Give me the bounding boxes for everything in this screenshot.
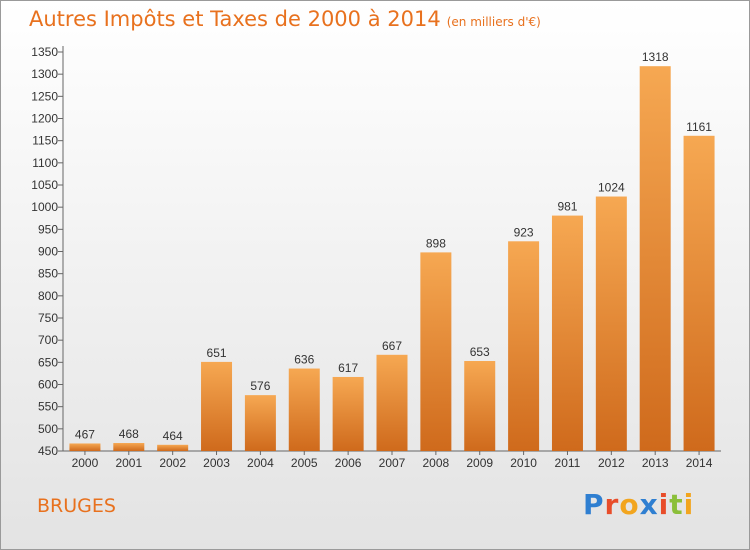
y-tick-label: 1150 [32,134,58,148]
logo-letter: i [658,488,670,521]
data-label-2007: 667 [382,339,402,353]
x-tick-label-2012: 2012 [598,456,625,470]
bar-2008 [420,252,452,451]
logo-letter: t [669,488,684,521]
data-label-2000: 467 [75,427,95,441]
bar-2003 [201,361,233,451]
y-tick-label: 1000 [31,200,58,214]
y-tick-label: 550 [38,400,58,414]
bar-2009 [464,361,496,451]
x-tick-label-2007: 2007 [379,456,406,470]
x-tick-label-2004: 2004 [247,456,274,470]
x-tick-label-2010: 2010 [510,456,537,470]
y-tick-label: 1200 [31,112,58,126]
data-label-2001: 468 [119,427,139,441]
logo-letter: i [683,488,695,521]
data-label-2009: 653 [470,345,490,359]
data-label-2013: 1318 [642,50,669,64]
x-tick-label-2000: 2000 [72,456,99,470]
y-tick-label: 1300 [31,67,58,81]
bar-2013 [639,66,671,451]
x-tick-label-2001: 2001 [115,456,142,470]
data-label-2005: 636 [294,353,314,367]
title-text: Autres Impôts et Taxes de 2000 à 2014 [29,7,441,31]
bar-2005 [288,368,320,451]
y-tick-label: 700 [38,333,58,347]
data-label-2003: 651 [207,346,227,360]
bar-2014 [683,135,715,452]
title-unit: (en milliers d'€) [446,15,541,29]
data-label-2010: 923 [514,225,534,239]
chart-title: Autres Impôts et Taxes de 2000 à 2014 (en… [29,7,541,31]
data-label-2004: 576 [250,379,270,393]
y-tick-label: 1050 [31,178,58,192]
y-tick-label: 800 [38,289,58,303]
y-tick-label: 1350 [31,45,58,59]
data-label-2012: 1024 [598,181,625,195]
bar-2001 [113,443,145,451]
data-label-2014: 1161 [686,120,712,134]
bar-2011 [551,215,583,451]
bar-2004 [244,395,276,451]
x-tick-label-2013: 2013 [642,456,669,470]
y-tick-label: 1100 [32,156,58,170]
data-label-2006: 617 [338,361,358,375]
proxiti-logo: Proxiti [583,488,694,521]
y-tick-label: 600 [38,378,58,392]
x-tick-label-2011: 2011 [555,456,581,470]
logo-letter: o [619,488,640,521]
y-tick-label: 950 [38,222,58,236]
logo-letter: x [639,488,659,521]
bar-2006 [332,376,364,451]
x-tick-label-2002: 2002 [159,456,186,470]
y-tick-label: 900 [38,245,58,259]
x-tick-label-2006: 2006 [335,456,362,470]
x-tick-label-2003: 2003 [203,456,230,470]
location-label: BRUGES [37,495,116,517]
y-tick-label: 450 [38,444,58,458]
x-tick-label-2008: 2008 [423,456,450,470]
y-tick-label: 750 [38,311,58,325]
data-label-2002: 464 [163,429,183,443]
logo-letter: r [604,488,620,521]
y-tick-label: 1250 [31,89,58,103]
bar-2007 [376,354,408,451]
bar-2010 [508,241,540,451]
y-tick-label: 650 [38,355,58,369]
x-tick-label-2009: 2009 [466,456,493,470]
logo-letter: P [583,488,605,521]
bar-2012 [595,196,627,451]
y-tick-label: 500 [38,422,58,436]
data-label-2008: 898 [426,236,446,250]
bar-2000 [69,443,101,451]
x-tick-label-2005: 2005 [291,456,318,470]
bar-2002 [157,444,189,451]
data-label-2011: 981 [557,200,577,214]
y-tick-label: 850 [38,267,58,281]
x-tick-label-2014: 2014 [686,456,713,470]
